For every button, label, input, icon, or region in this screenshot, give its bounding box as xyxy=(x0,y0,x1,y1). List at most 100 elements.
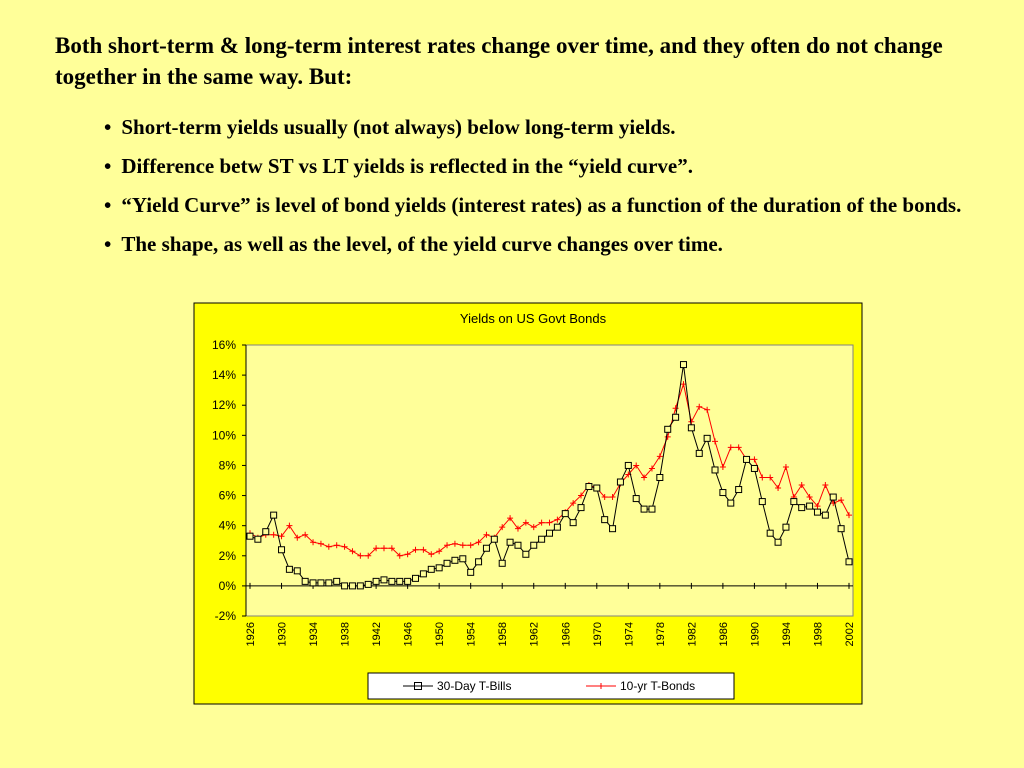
bullet-item: • “Yield Curve” is level of bond yields (… xyxy=(104,190,984,220)
data-point-tbills xyxy=(404,577,412,585)
data-point-tbills xyxy=(419,570,427,578)
x-tick-label: 1930 xyxy=(277,622,289,646)
data-point-tbills xyxy=(348,582,356,590)
data-point-tbonds xyxy=(436,548,443,555)
data-point-tbills xyxy=(372,577,380,585)
data-point-tbills xyxy=(482,544,490,552)
data-point-tbills xyxy=(467,568,475,576)
legend-item-tbills: 30-Day T-Bills xyxy=(403,679,511,693)
data-point-tbills xyxy=(735,486,743,494)
data-point-tbonds xyxy=(814,503,821,510)
data-point-tbills xyxy=(782,523,790,531)
data-point-tbills xyxy=(664,425,672,433)
data-point-tbills xyxy=(561,510,569,518)
data-point-tbills xyxy=(278,546,286,554)
data-point-tbonds xyxy=(317,540,324,547)
data-point-tbills xyxy=(325,579,333,587)
data-point-tbills xyxy=(703,434,711,442)
y-tick-label: 6% xyxy=(219,489,237,503)
data-point-tbills xyxy=(490,535,498,543)
legend-marker-plus xyxy=(598,683,604,689)
data-point-tbonds xyxy=(838,497,845,504)
data-point-tbonds xyxy=(546,519,553,526)
data-point-tbills xyxy=(719,489,727,497)
data-point-tbills xyxy=(427,565,435,573)
x-tick-label: 1950 xyxy=(434,622,446,646)
x-tick-label: 1942 xyxy=(371,622,383,646)
data-point-tbonds xyxy=(373,545,380,552)
data-point-tbills xyxy=(624,461,632,469)
data-point-tbills xyxy=(711,466,719,474)
bullet-dot: • xyxy=(104,115,112,139)
bullet-text: “Yield Curve” is level of bond yields (i… xyxy=(121,193,962,217)
data-point-tbills xyxy=(609,525,617,533)
y-axis: -2% 0% 2% 4% 6% 8% 10% 12% 14% 16% xyxy=(212,338,247,623)
data-point-tbills xyxy=(254,535,262,543)
data-point-tbills xyxy=(679,361,687,369)
data-point-tbonds xyxy=(759,474,766,481)
data-point-tbills xyxy=(309,579,317,587)
bullet-item: • Short-term yields usually (not always) … xyxy=(104,112,984,142)
data-point-tbills xyxy=(546,529,553,537)
y-tick-label: 0% xyxy=(219,579,237,593)
data-point-tbonds xyxy=(341,543,348,550)
data-point-tbills xyxy=(380,576,388,584)
data-point-tbonds xyxy=(428,551,435,558)
x-tick-label: 1986 xyxy=(718,622,730,646)
x-tick-label: 1954 xyxy=(466,622,478,646)
x-tick-label: 1970 xyxy=(592,622,604,646)
data-point-tbonds xyxy=(830,500,837,507)
data-point-tbills xyxy=(506,538,514,546)
data-point-tbills xyxy=(632,495,640,503)
data-point-tbills xyxy=(285,565,293,573)
bullet-dot: • xyxy=(104,232,112,256)
x-tick-label: 1978 xyxy=(655,622,667,646)
data-point-tbills xyxy=(727,499,735,507)
data-point-tbonds xyxy=(349,548,356,555)
data-point-tbonds xyxy=(522,519,529,526)
data-point-tbonds xyxy=(664,433,671,440)
data-point-tbills xyxy=(577,504,585,512)
data-point-tbonds xyxy=(483,531,490,538)
data-point-tbills xyxy=(475,558,483,566)
data-point-tbonds xyxy=(578,492,585,499)
data-point-tbonds xyxy=(633,462,640,469)
data-point-tbonds xyxy=(570,500,577,507)
data-point-tbills xyxy=(798,504,806,512)
data-point-tbonds xyxy=(648,465,655,472)
data-point-tbonds xyxy=(278,533,285,540)
data-point-tbonds xyxy=(380,545,387,552)
x-tick-label: 1958 xyxy=(497,622,509,646)
data-point-tbills xyxy=(317,579,325,587)
data-point-tbills xyxy=(246,532,254,540)
data-point-tbonds xyxy=(641,474,648,481)
data-point-tbonds xyxy=(696,403,703,410)
data-point-tbills xyxy=(530,541,538,549)
x-tick-label: 1966 xyxy=(560,622,572,646)
data-point-tbonds xyxy=(601,494,608,501)
data-point-tbonds xyxy=(727,444,734,451)
x-tick-label: 1926 xyxy=(245,622,257,646)
data-point-tbills xyxy=(301,577,309,585)
data-point-tbills xyxy=(333,577,341,585)
data-point-tbonds xyxy=(751,456,758,463)
data-point-tbonds xyxy=(507,515,514,522)
data-point-tbonds xyxy=(310,539,317,546)
data-point-tbonds xyxy=(475,539,482,546)
x-tick-label: 1962 xyxy=(529,622,541,646)
data-point-tbonds xyxy=(270,531,277,538)
data-point-tbonds xyxy=(712,438,719,445)
data-point-tbills xyxy=(553,523,561,531)
data-point-tbills xyxy=(750,464,758,472)
data-point-tbills xyxy=(695,449,703,457)
data-point-tbills xyxy=(790,498,798,506)
y-tick-label: -2% xyxy=(215,609,237,623)
legend-item-tbonds: 10-yr T-Bonds xyxy=(586,679,695,693)
data-point-tbills xyxy=(743,455,751,463)
data-point-tbonds xyxy=(672,405,679,412)
data-point-tbills xyxy=(435,564,443,572)
bullet-dot: • xyxy=(104,154,112,178)
x-axis: 1926 1930 1934 1938 1942 1946 1950 1954 1958 1962… xyxy=(245,582,856,646)
legend-label-tbills: 30-Day T-Bills xyxy=(437,679,511,693)
